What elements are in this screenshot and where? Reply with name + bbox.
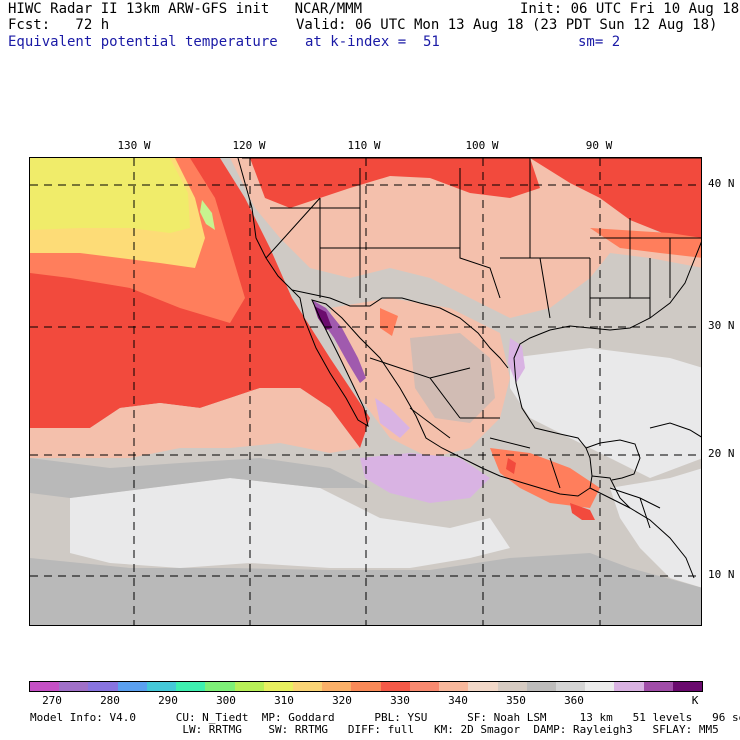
mexico-state-lines <box>369 357 561 489</box>
footer-model-info: Model Info: V4.0 CU: N_Tiedt MP: Goddard… <box>30 711 740 724</box>
central-america-coast <box>589 487 695 579</box>
ohio-valley-red <box>590 228 701 258</box>
gulf-mexico-light <box>510 348 701 478</box>
field-name: Equivalent potential temperature <box>8 34 278 50</box>
colorbar-tick-label: 320 <box>332 694 352 707</box>
coastlines <box>237 158 701 579</box>
header-title: HIWC Radar II 13km ARW-GFS init NCAR/MMM <box>8 1 363 17</box>
colorbar-swatch <box>292 682 323 691</box>
lon-label-90w: 90 W <box>585 139 613 152</box>
texas-coast-lilac <box>508 338 525 383</box>
colorbar-tick-label: 330 <box>390 694 410 707</box>
us-mexico-coastline <box>237 158 701 497</box>
colorbar-swatch <box>176 682 206 691</box>
colorbar-tick-label: 350 <box>506 694 526 707</box>
colorbar-tick-label: 360 <box>564 694 584 707</box>
yucatan-coast <box>585 439 641 481</box>
lat-label-20n: 20 N <box>708 447 735 460</box>
guatemala-red <box>570 503 595 520</box>
colorbar-swatch <box>643 682 673 691</box>
coastal-green-patch <box>200 200 215 230</box>
colorbar-swatch <box>234 682 264 691</box>
map-canvas <box>30 158 701 625</box>
lat-label-40n: 40 N <box>708 177 735 190</box>
colorbar-swatch <box>380 682 410 691</box>
colorbar <box>29 681 703 692</box>
southern-gray-band <box>30 553 701 625</box>
header-valid: Valid: 06 UTC Mon 13 Aug 18 (23 PDT Sun … <box>296 17 718 33</box>
colorbar-swatch <box>555 682 586 691</box>
colorbar-swatch <box>526 682 556 691</box>
header-forecast: Fcst: 72 h <box>8 17 110 33</box>
header-init: Init: 06 UTC Fri 10 Aug 18 <box>520 1 740 17</box>
lon-label-130w: 130 W <box>117 139 151 152</box>
cuba-outline <box>649 422 701 438</box>
colorbar-swatch <box>30 682 60 691</box>
southeast-mexico-warm <box>490 448 600 508</box>
colorbar-swatch <box>146 682 177 691</box>
colorbar-swatch <box>468 682 498 691</box>
gulf-california-core <box>314 306 332 330</box>
colorbar-swatch <box>88 682 118 691</box>
us-plains-warm <box>230 158 701 318</box>
lat-label-30n: 30 N <box>708 319 735 332</box>
colorbar-tick-label: 310 <box>274 694 294 707</box>
colorbar-swatch <box>322 682 352 691</box>
colorbar-tick-label: 290 <box>158 694 178 707</box>
colorbar-tick-label: 340 <box>448 694 468 707</box>
colorbar-swatch <box>672 682 703 691</box>
colorbar-tick-label: 270 <box>42 694 62 707</box>
us-state-lines <box>265 158 701 319</box>
lon-label-100w: 100 W <box>465 139 499 152</box>
sonora-red <box>380 308 398 336</box>
footer-physics-info: LW: RRTMG SW: RRTMG DIFF: full KM: 2D Sm… <box>30 723 719 736</box>
colorbar-swatch <box>59 682 89 691</box>
colorbar-swatch <box>439 682 469 691</box>
colorbar-swatch <box>497 682 527 691</box>
colorbar-swatch <box>263 682 293 691</box>
lat-lon-grid <box>30 158 701 625</box>
caribbean-light <box>610 468 701 588</box>
colorbar-swatch <box>409 682 440 691</box>
colorbar-swatch <box>205 682 235 691</box>
lon-label-120w: 120 W <box>232 139 266 152</box>
tehuantepec-red <box>506 458 516 474</box>
theta-e-map <box>29 157 702 626</box>
northern-us-red <box>250 158 540 208</box>
colorbar-swatch <box>614 682 644 691</box>
pacific-salmon-band <box>30 388 360 458</box>
lat-label-10n: 10 N <box>708 568 735 581</box>
colorbar-unit: K <box>691 694 699 707</box>
south-mexico-lilac <box>360 453 490 503</box>
colorbar-tick-label: 300 <box>216 694 236 707</box>
tropical-pacific-gray <box>30 458 370 498</box>
colorbar-tick-label: 280 <box>100 694 120 707</box>
us-mexico-border <box>291 289 509 369</box>
mexico-interior-gray <box>410 333 495 423</box>
colorbar-swatch <box>351 682 381 691</box>
field-level: at k-index = 51 <box>305 34 440 50</box>
lon-label-110w: 110 W <box>347 139 381 152</box>
tropical-pacific-light <box>70 478 510 568</box>
colorbar-swatch <box>585 682 615 691</box>
central-america-borders <box>591 475 661 529</box>
pacific-yellow-core <box>30 158 190 233</box>
field-smoothing: sm= 2 <box>578 34 621 50</box>
east-us-red <box>530 158 701 243</box>
sierra-madre-lilac <box>375 398 410 438</box>
colorbar-swatch <box>117 682 147 691</box>
